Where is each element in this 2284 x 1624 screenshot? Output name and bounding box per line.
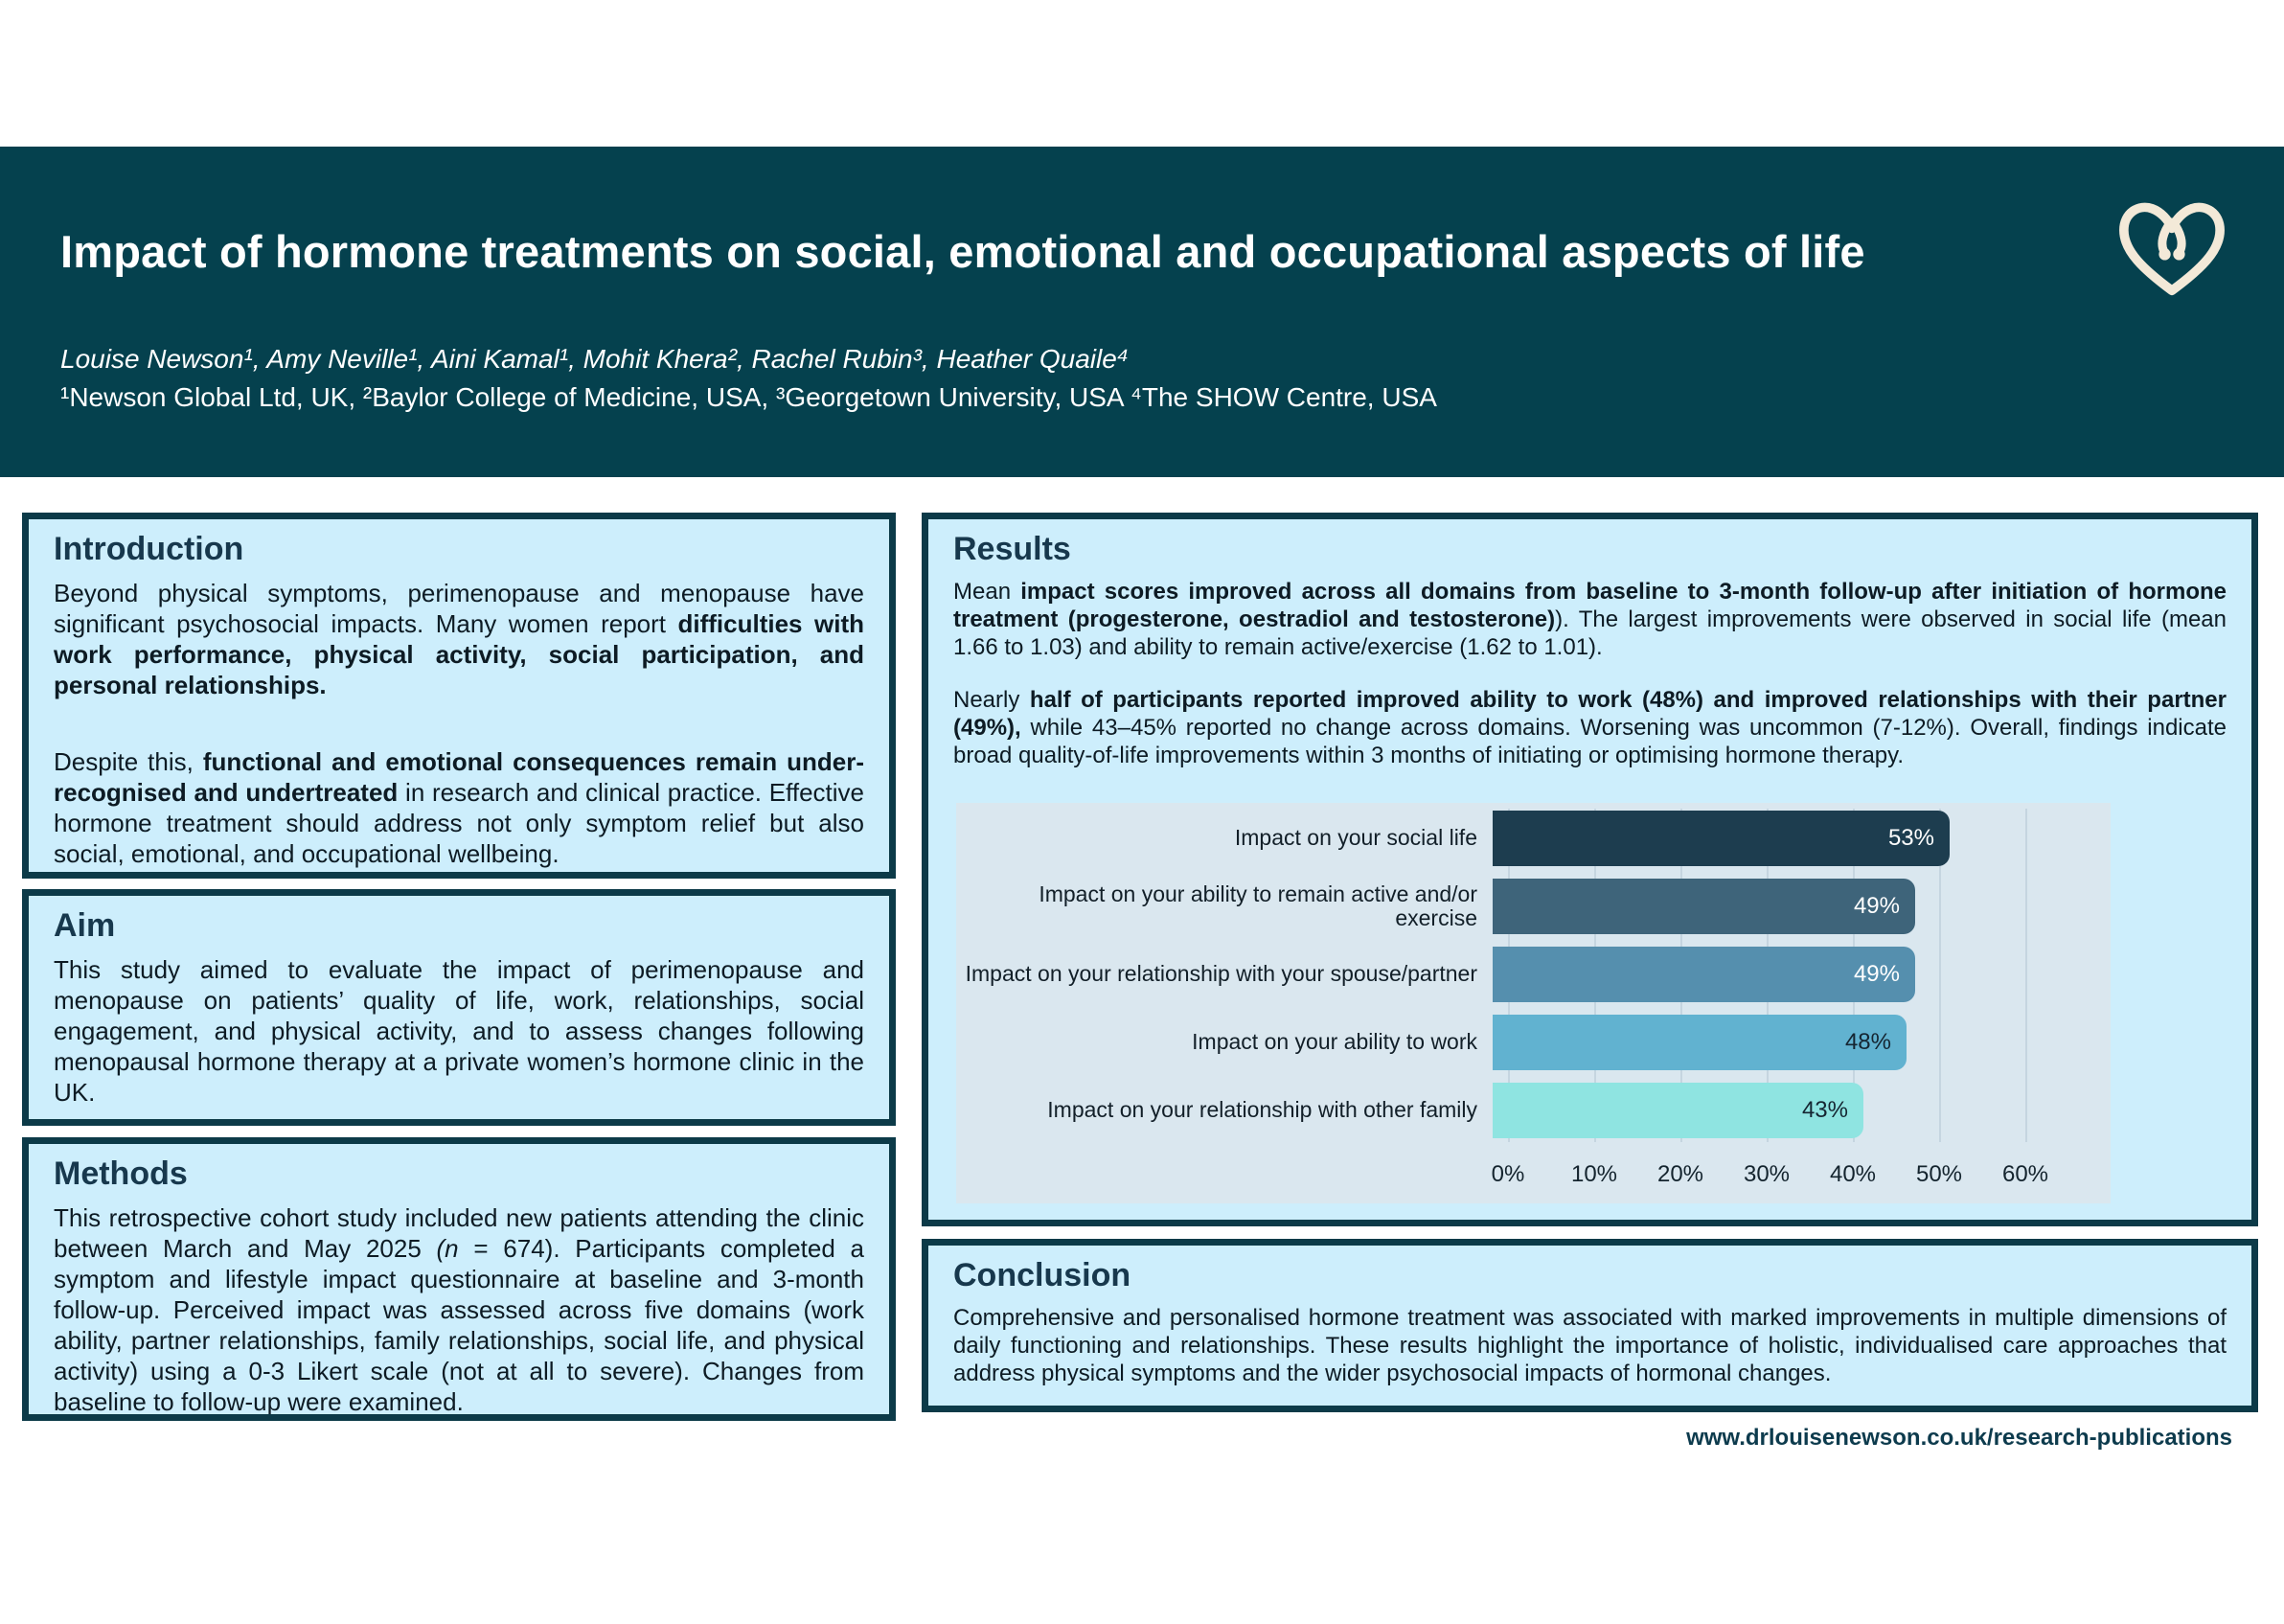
author-list: Louise Newson¹, Amy Neville¹, Aini Kamal… [60,344,1129,374]
conclusion-section: Conclusion Comprehensive and personalise… [922,1239,2258,1412]
chart-category-label: Impact on your ability to work [1192,1029,1477,1055]
chart-tick-label: 0% [1491,1161,1525,1187]
chart-category-label: Impact on your ability to remain active … [1039,881,1477,930]
chart-bar-track: 49% [1493,947,2111,1002]
newson-heart-logo-icon [2119,202,2225,296]
chart-row: Impact on your relationship with your sp… [956,947,2111,1002]
introduction-paragraph-2: Despite this, functional and emotional c… [54,747,864,868]
methods-section: Methods This retrospective cohort study … [22,1137,896,1421]
chart-row: Impact on your ability to work 48% [956,1015,2111,1070]
methods-paragraph: This retrospective cohort study included… [54,1203,864,1416]
aim-heading: Aim [54,907,116,944]
chart-tick-label: 50% [1915,1161,1963,1187]
chart-x-axis: 0% 10% 20% 30% 40% 50% 60% [956,1161,2111,1190]
chart-bar-value-label: 48% [1844,1029,1891,1055]
results-paragraph-1: Mean impact scores improved across all d… [953,579,2227,660]
chart-bar: 53% [1493,811,1950,866]
chart-bar: 49% [1493,947,1915,1002]
impact-bar-chart: Impact on your social life 53% Impact on y… [956,803,2111,1203]
chart-bar-value-label: 49% [1853,961,1900,987]
chart-bar: 43% [1493,1083,1863,1138]
chart-tick-label: 40% [1829,1161,1877,1187]
aim-paragraph: This study aimed to evaluate the impact … [54,955,864,1107]
conclusion-heading: Conclusion [953,1257,1131,1293]
chart-bar-track: 49% [1493,879,2111,934]
chart-bar: 49% [1493,879,1915,934]
chart-bar-value-label: 53% [1887,825,1934,851]
conclusion-paragraph: Comprehensive and personalised hormone t… [953,1305,2227,1386]
chart-bar-value-label: 43% [1801,1097,1848,1123]
chart-bar: 48% [1493,1015,1907,1070]
introduction-heading: Introduction [54,531,244,567]
chart-grid-line [2025,809,2027,1142]
header-band: Impact of hormone treatments on social, … [0,147,2284,477]
chart-bar-track: 48% [1493,1015,2111,1070]
introduction-section: Introduction Beyond physical symptoms, p… [22,513,896,879]
chart-row: Impact on your social life 53% [956,811,2111,866]
chart-category-label: Impact on your relationship with other f… [1047,1097,1477,1123]
results-section: Results Mean impact scores improved acro… [922,513,2258,1226]
chart-tick-label: 30% [1743,1161,1791,1187]
chart-row: Impact on your ability to remain active … [956,879,2111,934]
methods-heading: Methods [54,1155,188,1192]
chart-tick-label: 60% [2001,1161,2049,1187]
chart-tick-label: 20% [1656,1161,1704,1187]
introduction-paragraph-1: Beyond physical symptoms, perimenopause … [54,579,864,699]
results-paragraph-2: Nearly half of participants reported imp… [953,687,2227,768]
chart-bar-value-label: 49% [1853,893,1900,919]
affiliation-list: ¹Newson Global Ltd, UK, ²Baylor College … [60,382,1437,412]
chart-grid-line [1939,809,1941,1142]
aim-section: Aim This study aimed to evaluate the imp… [22,889,896,1126]
poster-title: Impact of hormone treatments on social, … [60,226,1865,277]
chart-category-label: Impact on your social life [1234,825,1477,851]
chart-bar-track: 53% [1493,811,2111,866]
chart-bars-area: Impact on your social life 53% Impact on y… [956,811,2111,1138]
results-heading: Results [953,531,1071,567]
chart-tick-label: 10% [1570,1161,1618,1187]
chart-category-label: Impact on your relationship with your sp… [965,961,1477,987]
chart-row: Impact on your relationship with other f… [956,1083,2111,1138]
chart-bar-track: 43% [1493,1083,2111,1138]
publications-url[interactable]: www.drlouisenewson.co.uk/research-public… [1686,1425,2232,1451]
